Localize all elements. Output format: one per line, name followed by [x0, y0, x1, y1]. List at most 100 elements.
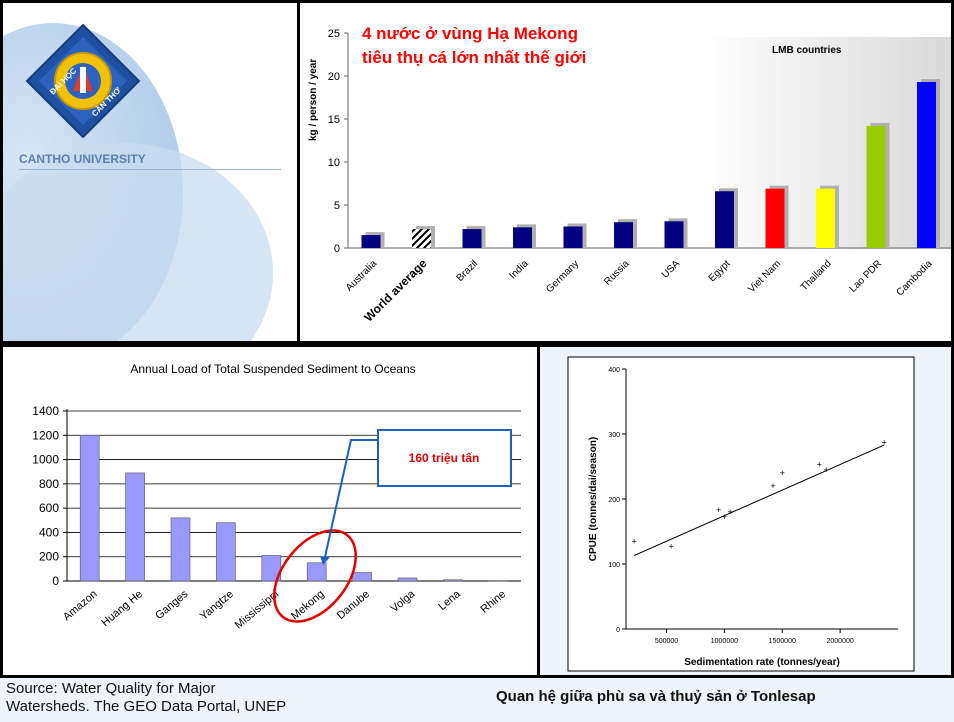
y-tick-label: 10	[328, 157, 340, 169]
trend-line	[633, 444, 885, 557]
scatter-point: +	[631, 536, 636, 546]
bar-india	[513, 227, 532, 248]
category-label-egypt: Egypt	[707, 258, 733, 284]
y-tick-label: 400	[39, 525, 59, 539]
y-tick-label: 20	[328, 71, 340, 83]
bar-russia	[614, 222, 633, 248]
source-note: Source: Water Quality for Major Watershe…	[6, 680, 287, 715]
cpue-panel: 500000 1000000 1500000 2000000 0 100 200 300 400…	[540, 344, 954, 678]
sediment-bar-danube	[352, 572, 372, 582]
y-tick-label: 1000	[32, 453, 59, 467]
y-tick-label: 200	[39, 550, 59, 564]
callout-box	[377, 429, 512, 487]
bar-germany	[563, 226, 583, 248]
mekong-highlight-circle	[272, 529, 358, 623]
category-label-viet-nam: Viet Nam	[746, 258, 783, 295]
university-name: CANTHO UNIVERSITY	[19, 152, 146, 166]
scatter-point: +	[722, 512, 727, 522]
category-label-usa: USA	[660, 258, 683, 281]
callout-arrow	[324, 439, 378, 558]
y-tick-label: 100	[608, 562, 620, 569]
y-tick-label: 1400	[32, 404, 59, 418]
bar-egypt	[715, 191, 734, 248]
y-tick-label: 5	[334, 200, 340, 212]
y-tick-label: 600	[39, 501, 59, 515]
chart-title-line1: 4 nước ở vùng Hạ Mekong	[362, 24, 578, 43]
sediment-label-mekong: Mekong	[289, 588, 327, 622]
sediment-bar-lena	[443, 579, 463, 582]
divider	[19, 169, 281, 170]
tonlesap-caption: Quan hệ giữa phù sa và thuỷ sản ở Tonles…	[496, 688, 816, 705]
x-tick-label: 1500000	[769, 638, 796, 645]
scatter-point: +	[728, 507, 733, 517]
sediment-label-ganges: Ganges	[153, 588, 191, 622]
fish-consumption-panel: LMB countries 4 nước ở vùng Hạ Mekong ti…	[300, 0, 954, 344]
y-tick-label: 800	[39, 477, 59, 491]
logo-panel: ĐẠI HỌC CẦN THƠ CANTHO UNIVERSITY	[0, 0, 300, 344]
sediment-label-volga: Volga	[389, 588, 418, 615]
sediment-bar-ganges	[170, 517, 191, 582]
y-axis-label: kg / person / year	[308, 59, 319, 141]
category-label-lao-pdr: Lao PDR	[848, 258, 884, 294]
y-tick-label: 25	[328, 28, 340, 40]
sediment-chart: Annual Load of Total Suspended Sediment …	[32, 362, 521, 631]
fish-consumption-chart: LMB countries 4 nước ở vùng Hạ Mekong ti…	[308, 24, 951, 324]
cpue-y-axis-label: CPUE (tonnes/dai/season)	[588, 437, 599, 561]
sediment-chart-title: Annual Load of Total Suspended Sediment …	[130, 362, 415, 376]
category-label-russia: Russia	[602, 258, 632, 288]
sediment-bar-yangtze	[216, 522, 236, 582]
scatter-point: +	[817, 460, 822, 470]
category-label-india: India	[508, 258, 531, 281]
category-label-cambodia: Cambodia	[895, 258, 935, 298]
y-tick-label: 300	[608, 432, 620, 439]
scatter-frame	[567, 356, 915, 672]
x-tick-label: 500000	[655, 638, 678, 645]
sediment-bar-volga	[397, 577, 418, 582]
bar-australia	[361, 235, 381, 248]
scatter-point: +	[770, 481, 775, 491]
scatter-point: +	[780, 468, 785, 478]
background-swoosh-lower	[3, 143, 273, 341]
sediment-bar-mekong	[306, 562, 327, 582]
cpue-x-axis-label: Sedimentation rate (tonnes/year)	[684, 657, 840, 668]
sediment-label-huang-he: Huang He	[99, 588, 145, 629]
legend-lmb-countries: LMB countries	[772, 45, 842, 56]
bar-usa	[664, 221, 684, 248]
bar-world-average	[412, 229, 431, 248]
scatter-point: +	[669, 541, 674, 551]
chart-title-line2: tiêu thụ cá lớn nhất thế giới	[362, 48, 586, 67]
y-tick-label: 200	[608, 497, 620, 504]
bar-viet-nam	[765, 188, 785, 248]
bar-brazil	[462, 229, 482, 248]
y-tick-label: 15	[328, 114, 340, 126]
bar-thailand	[816, 188, 835, 248]
category-label-germany: Germany	[544, 258, 581, 295]
cpue-scatter-chart: 500000 1000000 1500000 2000000 0 100 200 300 400…	[567, 356, 915, 672]
sediment-label-amazon: Amazon	[61, 588, 100, 623]
scatter-point: +	[824, 465, 829, 475]
y-tick-label: 0	[616, 627, 620, 634]
y-tick-label: 0	[334, 243, 340, 255]
x-tick-label: 1000000	[711, 638, 738, 645]
scatter-point: +	[881, 437, 886, 447]
sediment-label-yangtze: Yangtze	[198, 588, 236, 623]
sediment-bar-huang-he	[125, 472, 145, 582]
x-tick-label: 2000000	[826, 638, 853, 645]
category-label-thailand: Thailand	[799, 258, 834, 293]
callout-text: 160 triệu tấn	[409, 451, 480, 465]
y-tick-label: 400	[608, 367, 620, 374]
y-tick-label: 1200	[32, 428, 59, 442]
y-tick-label: 0	[52, 574, 59, 588]
bar-lao-pdr	[866, 125, 886, 248]
bar-cambodia	[917, 82, 936, 249]
sediment-bar-amazon	[79, 434, 100, 582]
sediment-label-lena: Lena	[436, 588, 463, 613]
sediment-panel: Annual Load of Total Suspended Sediment …	[0, 344, 540, 678]
university-emblem: ĐẠI HỌC CẦN THƠ	[25, 23, 141, 139]
category-label-brazil: Brazil	[455, 258, 480, 283]
sediment-label-danube: Danube	[335, 588, 372, 622]
category-label-australia: Australia	[344, 258, 380, 294]
scatter-point: +	[716, 505, 721, 515]
sediment-label-rhine: Rhine	[478, 588, 508, 616]
callout-arrowhead	[320, 556, 330, 565]
